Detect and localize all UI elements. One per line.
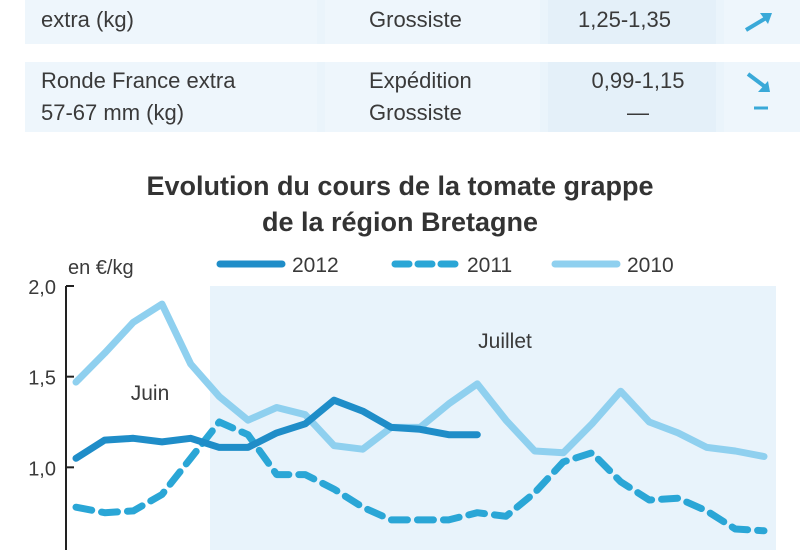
trend-down-icon bbox=[746, 72, 770, 110]
market-stage: Expédition Grossiste bbox=[369, 68, 472, 125]
product-name: extra (kg) bbox=[41, 7, 134, 32]
legend-label-2010: 2010 bbox=[627, 254, 674, 277]
trend-cell bbox=[724, 62, 800, 132]
period-shade bbox=[210, 286, 776, 550]
market-stage: Grossiste bbox=[369, 7, 462, 32]
price-cell: 1,25-1,35 bbox=[548, 0, 716, 44]
chart-panel: Evolution du cours de la tomate grappe d… bbox=[0, 150, 800, 550]
table-row: Ronde France extra 57-67 mm (kg) Expédit… bbox=[25, 62, 800, 132]
trend-up-icon bbox=[744, 13, 772, 32]
price-range: 1,25-1,35 bbox=[578, 7, 671, 32]
product-cell: Ronde France extra 57-67 mm (kg) bbox=[25, 62, 317, 132]
y-tick-label: 1,0 bbox=[28, 458, 56, 480]
product-cell: extra (kg) bbox=[25, 0, 317, 44]
price-range: 0,99-1,15 — bbox=[591, 68, 685, 125]
table-row: extra (kg) Grossiste 1,25-1,35 bbox=[25, 0, 800, 44]
period-label-juin: Juin bbox=[131, 382, 170, 405]
chart-title: Evolution du cours de la tomate grappe d… bbox=[146, 171, 654, 237]
legend-label-2012: 2012 bbox=[292, 254, 339, 277]
y-tick-label: 1,5 bbox=[28, 368, 56, 390]
series-line-2011 bbox=[72, 418, 768, 535]
product-name: Ronde France extra 57-67 mm (kg) bbox=[41, 68, 236, 125]
legend-label-2011: 2011 bbox=[467, 254, 512, 277]
market-cell: Grossiste bbox=[325, 0, 540, 44]
series-line-2012 bbox=[72, 396, 481, 462]
y-tick-label: 2,0 bbox=[28, 277, 56, 299]
price-cell: 0,99-1,15 — bbox=[548, 62, 716, 132]
trend-cell bbox=[724, 0, 800, 44]
market-cell: Expédition Grossiste bbox=[325, 62, 540, 132]
y-axis-label: en €/kg bbox=[68, 257, 134, 279]
line-chart: 2,01,51,00,5en €/kg201220112010JuinJuill… bbox=[28, 254, 776, 550]
period-label-juillet: Juillet bbox=[478, 330, 532, 353]
